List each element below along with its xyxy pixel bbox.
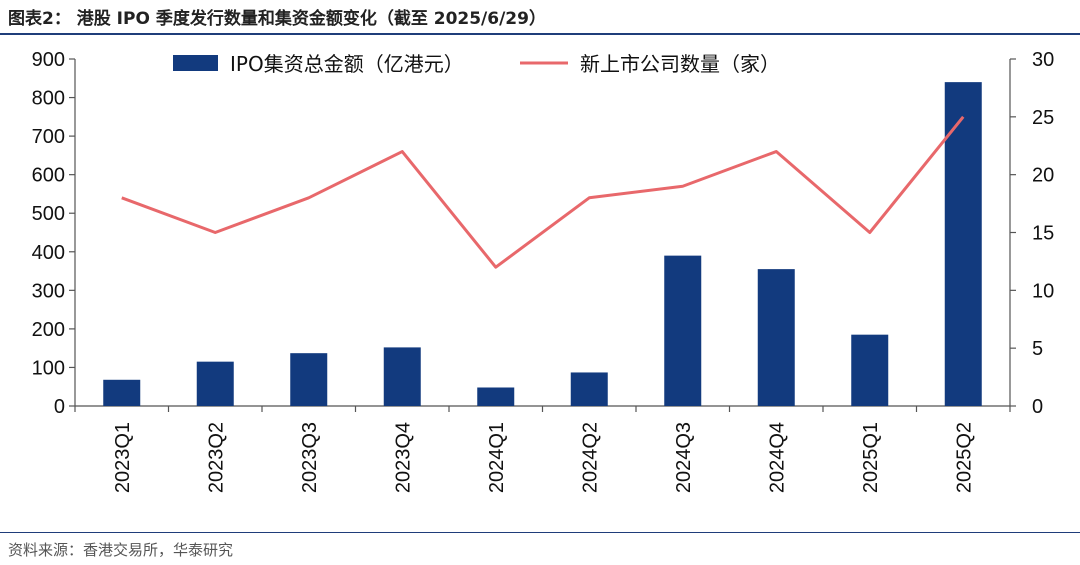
bar — [944, 82, 982, 406]
legend: IPO集资总金额（亿港元） 新上市公司数量（家） — [173, 52, 780, 76]
right-tick-label: 25 — [1032, 107, 1054, 129]
left-tick-label: 200 — [32, 319, 65, 341]
right-tick-label: 15 — [1032, 223, 1054, 245]
chart-axes: 0 100 200 300 400 500 600 700 800 900 0 5 10 15 20 25 30… — [32, 49, 1055, 493]
x-tick-label: 2024Q1 — [486, 422, 508, 493]
x-tick-label: 2025Q2 — [953, 422, 975, 493]
right-tick-label: 20 — [1032, 165, 1054, 187]
line-series — [121, 115, 965, 269]
page-title: 图表2： 港股 IPO 季度发行数量和集资金额变化（截至 2025/6/29） — [8, 9, 546, 29]
bar — [196, 361, 234, 406]
x-tick-label: 2024Q4 — [766, 422, 788, 493]
x-tick-label: 2025Q1 — [860, 422, 882, 493]
left-tick-label: 300 — [32, 280, 65, 302]
legend-line-label: 新上市公司数量（家） — [580, 52, 780, 76]
footer-divider — [0, 532, 1080, 533]
title-divider — [0, 33, 1080, 35]
bar — [851, 334, 889, 406]
bar — [757, 269, 795, 406]
x-tick-label: 2023Q2 — [205, 422, 227, 493]
left-tick-label: 500 — [32, 203, 65, 225]
right-tick-label: 30 — [1032, 49, 1054, 71]
left-tick-label: 600 — [32, 165, 65, 187]
left-tick-label: 900 — [32, 49, 65, 71]
bar — [664, 255, 702, 406]
bar — [570, 372, 608, 406]
bar — [383, 347, 421, 406]
source-note: 资料来源：香港交易所，华泰研究 — [8, 541, 234, 559]
left-tick-label: 800 — [32, 88, 65, 110]
line-path — [121, 115, 965, 269]
left-tick-label: 400 — [32, 242, 65, 264]
right-tick-label: 0 — [1032, 396, 1043, 418]
x-tick-label: 2023Q1 — [112, 422, 134, 493]
left-tick-label: 0 — [54, 396, 65, 418]
left-tick-label: 100 — [32, 357, 65, 379]
bar-series — [103, 82, 982, 406]
title-bar: 图表2： 港股 IPO 季度发行数量和集资金额变化（截至 2025/6/29） — [0, 0, 1080, 35]
bar — [290, 353, 328, 406]
x-tick-label: 2023Q3 — [299, 422, 321, 493]
legend-bar-swatch — [173, 55, 218, 71]
right-tick-label: 10 — [1032, 280, 1054, 302]
bar — [103, 379, 141, 406]
right-tick-label: 5 — [1032, 338, 1043, 360]
x-tick-label: 2023Q4 — [392, 422, 414, 493]
x-tick-label: 2024Q3 — [673, 422, 695, 493]
legend-bar-label: IPO集资总金额（亿港元） — [230, 52, 464, 76]
bar — [477, 387, 515, 406]
left-tick-label: 700 — [32, 126, 65, 148]
x-tick-label: 2024Q2 — [579, 422, 601, 493]
chart: 0 100 200 300 400 500 600 700 800 900 0 5 10 15 20 25 30… — [32, 49, 1055, 493]
